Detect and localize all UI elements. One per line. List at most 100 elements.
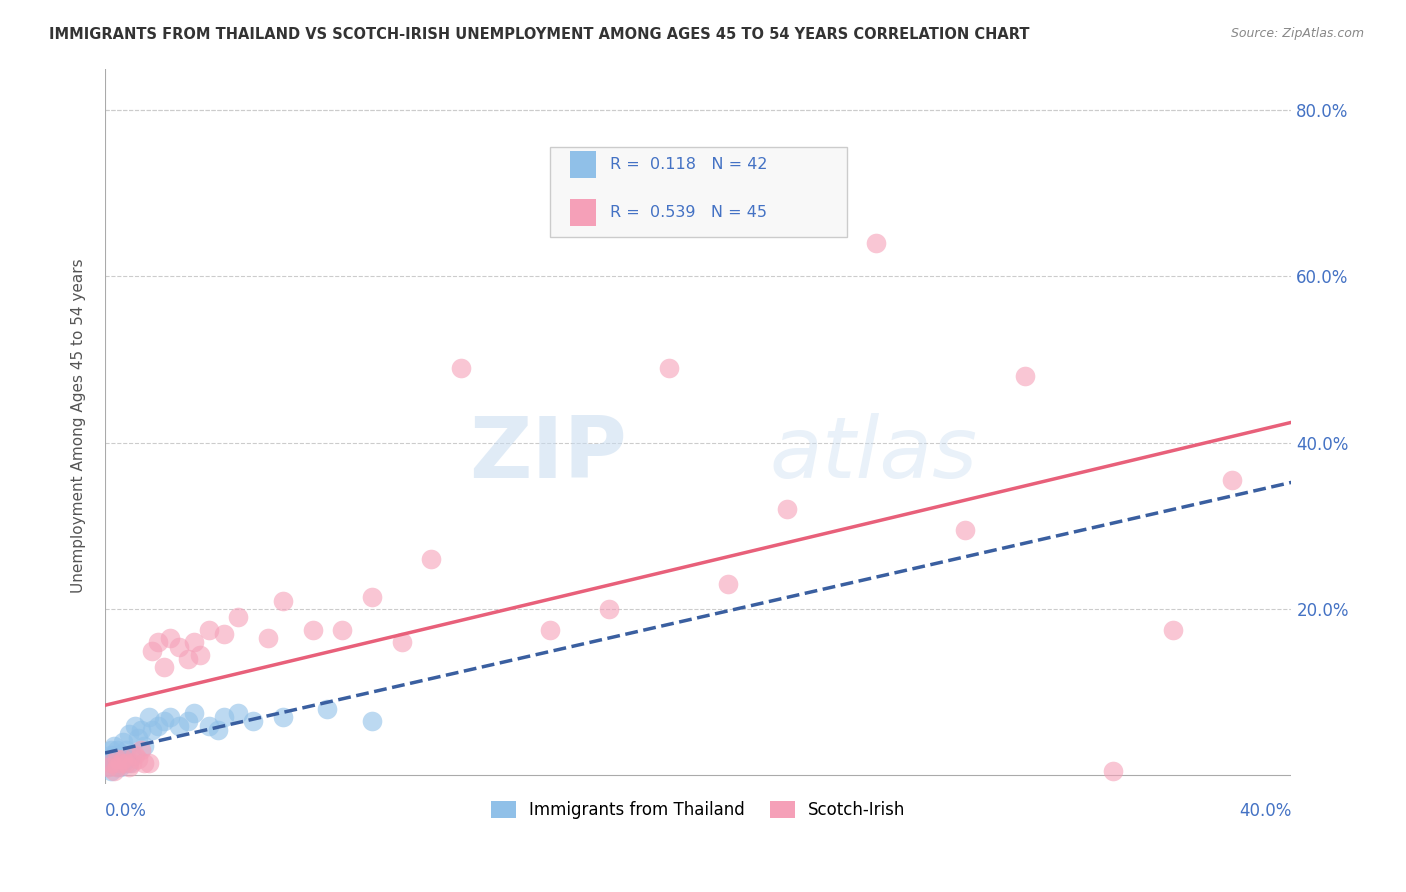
Point bbox=[361, 590, 384, 604]
Point bbox=[111, 756, 134, 770]
Point bbox=[103, 764, 125, 779]
Point bbox=[97, 752, 120, 766]
Point bbox=[105, 752, 128, 766]
Point bbox=[124, 747, 146, 762]
Point bbox=[132, 739, 155, 754]
Point bbox=[132, 756, 155, 770]
Point bbox=[188, 648, 211, 662]
FancyBboxPatch shape bbox=[569, 151, 596, 178]
Point bbox=[183, 706, 205, 720]
Point bbox=[391, 635, 413, 649]
Point bbox=[129, 723, 152, 737]
Text: IMMIGRANTS FROM THAILAND VS SCOTCH-IRISH UNEMPLOYMENT AMONG AGES 45 TO 54 YEARS : IMMIGRANTS FROM THAILAND VS SCOTCH-IRISH… bbox=[49, 27, 1029, 42]
Point bbox=[167, 640, 190, 654]
Point bbox=[271, 710, 294, 724]
Point bbox=[598, 602, 620, 616]
Point bbox=[148, 635, 170, 649]
Y-axis label: Unemployment Among Ages 45 to 54 years: Unemployment Among Ages 45 to 54 years bbox=[72, 259, 86, 593]
FancyBboxPatch shape bbox=[569, 199, 596, 226]
Point bbox=[103, 739, 125, 754]
Point bbox=[301, 623, 323, 637]
Point bbox=[953, 523, 976, 537]
Point bbox=[271, 594, 294, 608]
Point bbox=[148, 718, 170, 732]
Point bbox=[114, 756, 136, 770]
Point bbox=[111, 735, 134, 749]
Point bbox=[1161, 623, 1184, 637]
Point bbox=[538, 623, 561, 637]
Point bbox=[420, 552, 443, 566]
Text: R =  0.539   N = 45: R = 0.539 N = 45 bbox=[610, 205, 768, 219]
Point bbox=[124, 718, 146, 732]
FancyBboxPatch shape bbox=[550, 147, 846, 236]
Point bbox=[100, 764, 122, 779]
Point bbox=[228, 610, 250, 624]
Point bbox=[1014, 369, 1036, 384]
Point bbox=[108, 756, 131, 770]
Point bbox=[127, 752, 149, 766]
Point bbox=[100, 756, 122, 770]
Point bbox=[212, 710, 235, 724]
Point bbox=[138, 710, 160, 724]
Point bbox=[198, 623, 221, 637]
Point bbox=[1220, 473, 1243, 487]
Point bbox=[105, 752, 128, 766]
Point bbox=[138, 756, 160, 770]
Point bbox=[111, 752, 134, 766]
Point bbox=[111, 747, 134, 762]
Point bbox=[228, 706, 250, 720]
Point bbox=[153, 660, 176, 674]
Point bbox=[177, 652, 200, 666]
Point bbox=[105, 743, 128, 757]
Point bbox=[212, 627, 235, 641]
Point bbox=[100, 756, 122, 770]
Point bbox=[717, 577, 740, 591]
Point bbox=[242, 714, 264, 729]
Text: 0.0%: 0.0% bbox=[105, 802, 146, 820]
Point bbox=[257, 631, 280, 645]
Point bbox=[167, 718, 190, 732]
Point bbox=[118, 727, 141, 741]
Point bbox=[105, 760, 128, 774]
Point bbox=[1102, 764, 1125, 779]
Point bbox=[159, 631, 181, 645]
Point bbox=[159, 710, 181, 724]
Point bbox=[97, 760, 120, 774]
Point bbox=[114, 752, 136, 766]
Text: atlas: atlas bbox=[769, 413, 977, 496]
Point bbox=[114, 743, 136, 757]
Text: ZIP: ZIP bbox=[470, 413, 627, 496]
Point bbox=[121, 756, 143, 770]
Point bbox=[658, 360, 681, 375]
Point bbox=[105, 760, 128, 774]
Point bbox=[177, 714, 200, 729]
Point bbox=[103, 756, 125, 770]
Point bbox=[198, 718, 221, 732]
Point bbox=[207, 723, 229, 737]
Point bbox=[103, 747, 125, 762]
Legend: Immigrants from Thailand, Scotch-Irish: Immigrants from Thailand, Scotch-Irish bbox=[484, 794, 912, 825]
Point bbox=[141, 643, 163, 657]
Point bbox=[776, 502, 799, 516]
Point bbox=[118, 756, 141, 770]
Point bbox=[865, 236, 887, 251]
Point bbox=[330, 623, 353, 637]
Point bbox=[118, 760, 141, 774]
Point bbox=[183, 635, 205, 649]
Point bbox=[450, 360, 472, 375]
Point bbox=[108, 752, 131, 766]
Text: 40.0%: 40.0% bbox=[1239, 802, 1292, 820]
Point bbox=[97, 760, 120, 774]
Point bbox=[153, 714, 176, 729]
Point bbox=[141, 723, 163, 737]
Text: R =  0.118   N = 42: R = 0.118 N = 42 bbox=[610, 157, 768, 172]
Point bbox=[108, 760, 131, 774]
Point bbox=[316, 702, 339, 716]
Point bbox=[127, 731, 149, 745]
Point bbox=[129, 743, 152, 757]
Point bbox=[100, 747, 122, 762]
Point bbox=[100, 743, 122, 757]
Point bbox=[361, 714, 384, 729]
Text: Source: ZipAtlas.com: Source: ZipAtlas.com bbox=[1230, 27, 1364, 40]
Point bbox=[121, 747, 143, 762]
